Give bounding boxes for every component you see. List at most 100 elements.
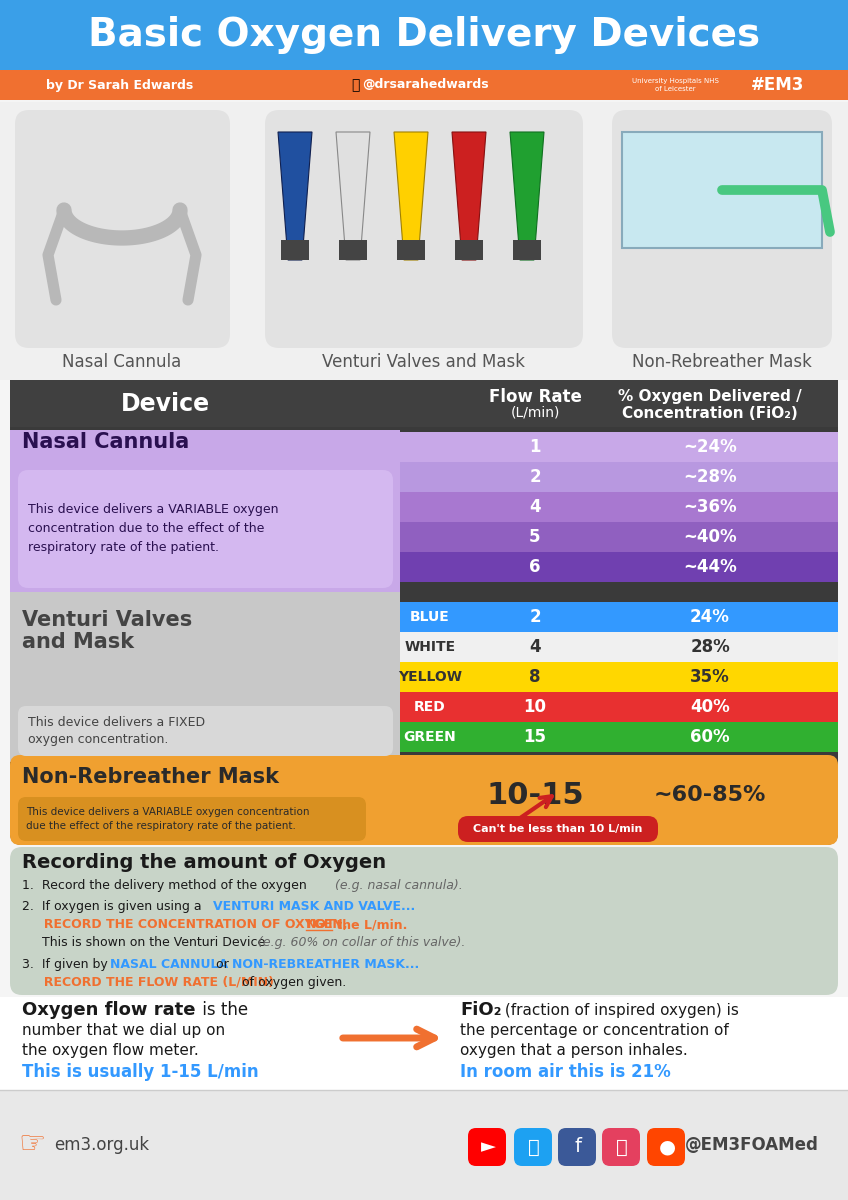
Text: Nasal Cannula: Nasal Cannula	[63, 353, 181, 371]
FancyBboxPatch shape	[647, 1128, 685, 1166]
Text: 10-15: 10-15	[486, 780, 583, 810]
Polygon shape	[622, 132, 822, 248]
Text: 15: 15	[523, 728, 546, 746]
FancyBboxPatch shape	[458, 816, 658, 842]
Bar	[400, 432, 838, 462]
Text: #EM3: #EM3	[751, 76, 805, 94]
FancyBboxPatch shape	[10, 755, 838, 845]
FancyBboxPatch shape	[10, 380, 838, 427]
Bar	[10, 592, 400, 762]
Text: ~28%: ~28%	[683, 468, 737, 486]
FancyBboxPatch shape	[18, 797, 366, 841]
Bar	[455, 240, 483, 260]
Text: ~36%: ~36%	[683, 498, 737, 516]
FancyBboxPatch shape	[514, 1128, 552, 1166]
Text: 60%: 60%	[690, 728, 730, 746]
Text: 📷: 📷	[616, 1138, 628, 1157]
Text: 4: 4	[529, 498, 541, 516]
Text: BLUE: BLUE	[410, 610, 450, 624]
Text: ~60-85%: ~60-85%	[654, 785, 767, 805]
Polygon shape	[394, 132, 428, 260]
Text: Non-Rebreather Mask: Non-Rebreather Mask	[632, 353, 812, 371]
Bar	[10, 430, 400, 592]
Text: (e.g. 60% on collar of this valve).: (e.g. 60% on collar of this valve).	[258, 936, 466, 949]
Text: WHITE: WHITE	[404, 640, 455, 654]
Bar	[0, 102, 848, 380]
Text: (L/min): (L/min)	[510, 406, 560, 420]
Text: 2.  If oxygen is given using a: 2. If oxygen is given using a	[22, 900, 205, 913]
Text: ☞: ☞	[19, 1130, 46, 1159]
Text: @EM3FOAMed: @EM3FOAMed	[685, 1136, 819, 1154]
FancyBboxPatch shape	[265, 110, 583, 348]
Bar	[281, 240, 309, 260]
Text: ~24%: ~24%	[683, 438, 737, 456]
Text: em3.org.uk: em3.org.uk	[54, 1136, 149, 1154]
Text: 24%: 24%	[690, 608, 730, 626]
Text: 28%: 28%	[690, 638, 730, 656]
FancyBboxPatch shape	[558, 1128, 596, 1166]
Text: the oxygen flow meter.: the oxygen flow meter.	[22, 1043, 198, 1057]
Text: (e.g. nasal cannula).: (e.g. nasal cannula).	[335, 878, 463, 892]
Text: This device delivers a VARIABLE oxygen
concentration due to the effect of the
re: This device delivers a VARIABLE oxygen c…	[28, 503, 278, 553]
Text: 8: 8	[529, 668, 541, 686]
Bar	[513, 240, 541, 260]
Bar	[400, 632, 838, 662]
Text: Recording the amount of Oxygen: Recording the amount of Oxygen	[22, 852, 386, 871]
Text: oxygen that a person inhales.: oxygen that a person inhales.	[460, 1043, 688, 1057]
Polygon shape	[336, 132, 370, 260]
Text: 2: 2	[529, 608, 541, 626]
FancyBboxPatch shape	[10, 380, 838, 845]
Polygon shape	[452, 132, 486, 260]
Text: and Mask: and Mask	[22, 632, 134, 652]
Bar	[0, 1090, 848, 1200]
Text: This device delivers a FIXED
oxygen concentration.: This device delivers a FIXED oxygen conc…	[28, 715, 205, 746]
Text: NOT: NOT	[306, 918, 336, 931]
FancyBboxPatch shape	[18, 470, 393, 588]
Text: f: f	[574, 1138, 582, 1157]
Bar	[400, 692, 838, 722]
Text: by Dr Sarah Edwards: by Dr Sarah Edwards	[47, 78, 193, 91]
Text: 35%: 35%	[690, 668, 730, 686]
FancyBboxPatch shape	[468, 1128, 506, 1166]
Text: of oxygen given.: of oxygen given.	[238, 976, 346, 989]
Text: Oxygen flow rate: Oxygen flow rate	[22, 1001, 196, 1019]
Text: Flow Rate: Flow Rate	[488, 388, 582, 406]
Text: NASAL CANNULA: NASAL CANNULA	[110, 958, 228, 971]
Text: 1.  Record the delivery method of the oxygen: 1. Record the delivery method of the oxy…	[22, 878, 310, 892]
Polygon shape	[510, 132, 544, 260]
Text: 6: 6	[529, 558, 541, 576]
Bar	[400, 552, 838, 582]
Text: % Oxygen Delivered /: % Oxygen Delivered /	[618, 390, 802, 404]
Text: This is usually 1-15 L/min: This is usually 1-15 L/min	[22, 1063, 259, 1081]
Text: ~44%: ~44%	[683, 558, 737, 576]
Text: (fraction of inspired oxygen) is: (fraction of inspired oxygen) is	[500, 1002, 739, 1018]
Text: Concentration (FiO₂): Concentration (FiO₂)	[622, 406, 798, 420]
Text: RED: RED	[414, 700, 446, 714]
Text: @drsarahedwards: @drsarahedwards	[362, 78, 488, 91]
Text: Non-Rebreather Mask: Non-Rebreather Mask	[22, 767, 279, 787]
Text: Can't be less than 10 L/min: Can't be less than 10 L/min	[473, 824, 643, 834]
Bar	[339, 240, 367, 260]
Text: YELLOW: YELLOW	[398, 670, 462, 684]
Text: is the: is the	[197, 1001, 248, 1019]
FancyBboxPatch shape	[602, 1128, 640, 1166]
Text: 5: 5	[529, 528, 541, 546]
Text: or: or	[212, 958, 232, 971]
Bar	[397, 240, 425, 260]
Text: the percentage or concentration of: the percentage or concentration of	[460, 1022, 728, 1038]
FancyBboxPatch shape	[15, 110, 230, 348]
Bar	[400, 462, 838, 492]
Bar	[400, 722, 838, 752]
Text: 4: 4	[529, 638, 541, 656]
Text: the L/min.: the L/min.	[332, 918, 407, 931]
Polygon shape	[278, 132, 312, 260]
Text: This is shown on the Venturi Device: This is shown on the Venturi Device	[22, 936, 270, 949]
FancyBboxPatch shape	[18, 706, 393, 756]
FancyBboxPatch shape	[10, 847, 838, 995]
Text: ●: ●	[659, 1138, 676, 1157]
Text: 🐦: 🐦	[528, 1138, 540, 1157]
Text: Venturi Valves: Venturi Valves	[22, 610, 192, 630]
Text: GREEN: GREEN	[404, 730, 456, 744]
Text: 3.  If given by: 3. If given by	[22, 958, 112, 971]
Bar	[400, 522, 838, 552]
